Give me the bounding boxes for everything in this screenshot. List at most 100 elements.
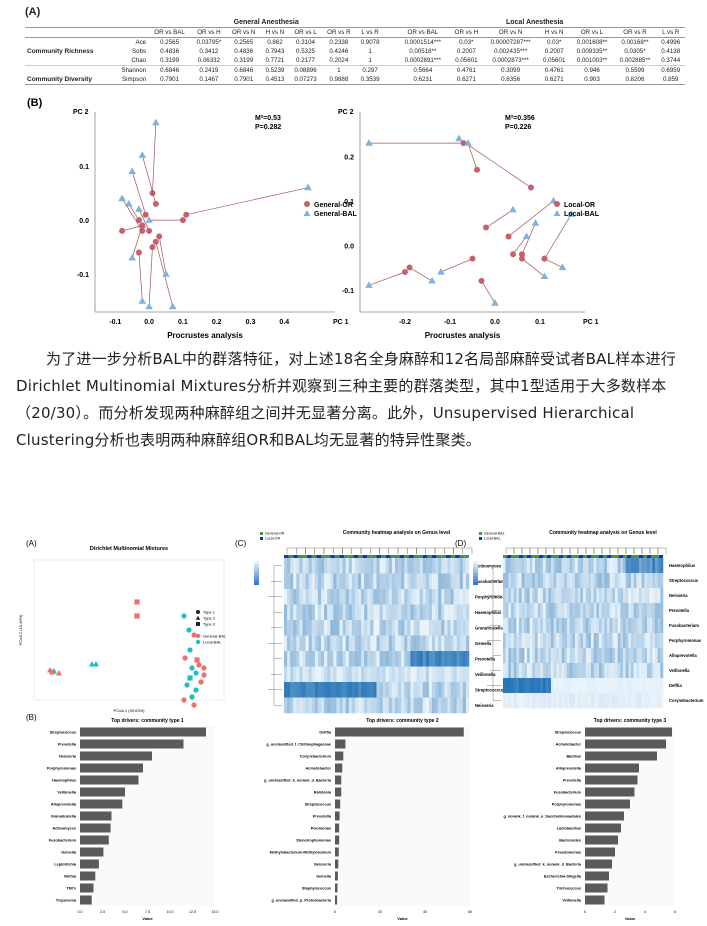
dmm-point [181, 697, 187, 703]
driver-bar [585, 823, 621, 833]
heatmap-cell [339, 589, 343, 605]
heatmap-cell [428, 573, 433, 590]
heatmap-cell [376, 682, 380, 698]
genus-label: Fusobacterium [669, 623, 699, 628]
heatmap-cell [465, 558, 470, 574]
heatmap-cell [444, 651, 448, 667]
driver-bar [80, 847, 104, 857]
heatmap-cell [391, 682, 396, 698]
heatmap-cell [361, 573, 365, 590]
heatmap-cell [559, 648, 562, 664]
driver-label: TM7x [66, 887, 77, 891]
heatmap-cell [545, 588, 549, 604]
heatmap-cell [569, 648, 573, 664]
heatmap-cell [373, 620, 377, 636]
heatmap-cell [529, 678, 533, 694]
heatmap-cell [345, 651, 350, 667]
group-color-strip [376, 555, 382, 558]
heatmap-cell [505, 693, 509, 709]
heatmap-cell [561, 663, 565, 679]
heatmap-cell [532, 633, 536, 649]
heatmap-cell [551, 633, 554, 649]
heatmap-cell [376, 620, 380, 636]
heatmap-cell [358, 682, 362, 698]
procrustes-link [141, 155, 157, 204]
heatmap-cell [435, 589, 439, 605]
heatmap-cell [580, 693, 584, 709]
bal-point [138, 151, 147, 158]
heatmap-cell [585, 678, 589, 694]
driver-bar [335, 739, 346, 749]
genus-label: Fusobacterium [475, 579, 505, 584]
heatmap-cell [404, 573, 408, 590]
heatmap-cell [623, 603, 626, 619]
heatmap-cell [416, 558, 420, 574]
heatmap-cell [615, 678, 618, 694]
group-color-strip [344, 555, 349, 558]
procrustes-link [458, 138, 532, 188]
bal-point [567, 210, 576, 217]
heatmap-cell [407, 589, 411, 605]
legend-bal-label: General-BAL [314, 211, 358, 218]
heatmap-cell [652, 573, 656, 589]
heatmap-cell [588, 588, 592, 604]
heatmap-cell [385, 666, 390, 683]
heatmap-cell [641, 663, 645, 679]
heatmap-cell [644, 693, 648, 709]
driver-bar [585, 775, 638, 785]
heatmap-cell [577, 603, 581, 619]
heatmap-cell [615, 633, 618, 649]
dmm-point [201, 665, 207, 671]
heatmap-cell [379, 651, 383, 667]
driver-bar [585, 835, 618, 845]
bal-point [531, 219, 540, 226]
heatmap-cell [641, 558, 645, 574]
heatmap-cell [628, 588, 632, 604]
heatmap-cell [330, 682, 334, 698]
driver-label: Porphyromonas [47, 767, 76, 771]
heatmap-cell [425, 620, 430, 636]
dmm-point [184, 682, 190, 688]
group-color-strip [615, 555, 619, 558]
procrustes-link [481, 280, 496, 304]
p-value: P=0.282 [255, 124, 281, 131]
drivers-title: Top drivers: community type 2 [366, 718, 439, 724]
or-point [139, 222, 146, 229]
heatmap-cell [503, 588, 506, 604]
heatmap-cell [376, 651, 380, 667]
heatmap-cell [327, 635, 331, 652]
heatmap-cell [660, 663, 664, 679]
group-color-strip [659, 555, 663, 558]
heatmap-cell [612, 693, 616, 709]
heatmap-cell [636, 618, 640, 634]
heatmap-cell [462, 651, 467, 667]
or-point [469, 255, 476, 262]
heatmap-cell [631, 678, 634, 694]
heatmap-cell [615, 648, 618, 664]
group-color-strip [293, 555, 298, 558]
heatmap-cell [660, 678, 664, 694]
heatmap-cell [556, 663, 560, 679]
heatmap-cell [527, 678, 530, 694]
dmm-title: Dirichlet Multinomial Mixtures [90, 546, 168, 552]
heatmap-cell [631, 663, 634, 679]
heatmap-cell [311, 666, 316, 683]
column-header: OR vs L [289, 27, 322, 38]
heatmap-cell [577, 693, 581, 709]
heatmap-cell [644, 618, 648, 634]
heatmap-cell [287, 620, 291, 636]
table-row: Community Richness Sobs 0.4836 0.3412 0.4836… [25, 47, 685, 56]
heatmap-cell [330, 604, 334, 621]
heatmap-cell [529, 648, 533, 664]
column-header: OR vs H [449, 27, 484, 38]
genus-label: Streptococcus [475, 687, 505, 692]
heatmap-cell [456, 589, 461, 605]
driver-bar [585, 811, 624, 821]
heatmap-cell [615, 603, 618, 619]
heatmap-cell [567, 663, 570, 679]
heatmap-cell [453, 558, 457, 574]
heatmap-cell [361, 558, 365, 574]
heatmap-cell [593, 603, 597, 619]
heatmap-cell [543, 603, 546, 619]
